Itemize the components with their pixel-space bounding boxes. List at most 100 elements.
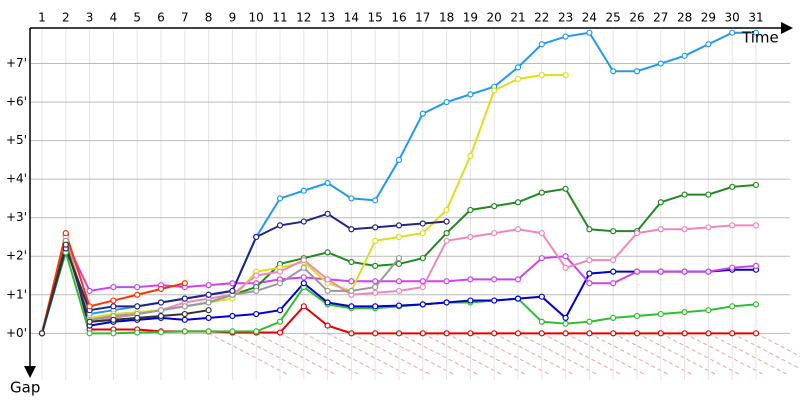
- data-point: [443, 206, 450, 214]
- x-tick-label: 7: [181, 11, 189, 25]
- x-tick-label: 19: [463, 11, 478, 25]
- data-point: [443, 278, 450, 285]
- data-point: [395, 156, 403, 163]
- data-point: [419, 110, 426, 117]
- data-point: [491, 297, 498, 304]
- data-point: [562, 320, 569, 327]
- lap-line: [589, 332, 670, 376]
- lap-line: [565, 332, 646, 376]
- data-point: [372, 289, 379, 296]
- lap-line: [208, 332, 289, 376]
- data-point: [181, 280, 188, 287]
- data-point: [205, 291, 212, 298]
- data-point: [610, 68, 617, 75]
- lap-line: [636, 332, 718, 376]
- data-point: [395, 255, 403, 262]
- data-point: [324, 179, 331, 187]
- data-point: [372, 303, 379, 310]
- x-tick-label: 31: [748, 11, 763, 25]
- data-point: [467, 330, 474, 337]
- data-point: [752, 222, 760, 229]
- y-tick-label: +2': [6, 249, 27, 263]
- lap-line: [374, 332, 456, 376]
- data-point: [86, 287, 93, 295]
- data-point: [324, 299, 331, 306]
- data-point: [705, 330, 712, 337]
- data-point: [157, 285, 165, 293]
- y-tick-label: +7': [6, 56, 27, 70]
- data-point: [752, 181, 760, 189]
- data-point: [586, 226, 593, 233]
- y-tick-label: +6': [6, 95, 27, 109]
- x-tick-label: 2: [62, 11, 70, 25]
- lap-line: [708, 332, 789, 376]
- data-point: [467, 206, 474, 214]
- series-line: [41, 212, 447, 334]
- data-point: [253, 287, 260, 295]
- data-point: [443, 218, 450, 225]
- data-point: [229, 312, 236, 320]
- data-point: [657, 268, 664, 275]
- data-point: [729, 29, 736, 36]
- data-point: [538, 41, 545, 48]
- x-tick-label: 25: [606, 11, 621, 25]
- data-point: [538, 189, 545, 196]
- data-point: [586, 280, 593, 287]
- data-point: [419, 301, 426, 308]
- y-tick-label: +0': [6, 326, 27, 340]
- data-point: [134, 329, 141, 336]
- data-point: [633, 68, 641, 75]
- lap-line: [398, 332, 480, 376]
- data-point: [229, 287, 236, 295]
- data-point: [562, 253, 569, 260]
- data-point: [610, 256, 617, 264]
- lap-line: [422, 332, 504, 376]
- x-tick-label: 1: [38, 11, 46, 25]
- data-point: [729, 264, 736, 271]
- data-point: [300, 218, 307, 225]
- data-point: [657, 60, 664, 67]
- data-point: [86, 330, 93, 337]
- x-tick-label: 17: [415, 11, 430, 25]
- data-point: [372, 283, 379, 291]
- lap-line: [684, 332, 765, 376]
- data-point: [181, 316, 188, 323]
- data-point: [395, 330, 403, 337]
- data-point: [372, 237, 379, 244]
- data-point: [681, 191, 688, 198]
- data-point: [181, 303, 188, 310]
- x-tick-label: 18: [439, 11, 454, 25]
- data-point: [86, 318, 93, 325]
- data-point: [514, 75, 522, 83]
- data-point: [134, 283, 141, 291]
- x-tick-label: 28: [677, 11, 692, 25]
- data-point: [300, 187, 307, 194]
- lap-line: [660, 332, 742, 376]
- data-point: [348, 330, 355, 337]
- lap-line: [541, 332, 623, 376]
- plot: [38, 29, 760, 337]
- x-tick-label: 21: [510, 11, 525, 25]
- data-point: [681, 226, 688, 233]
- data-point: [134, 314, 141, 321]
- x-tick-label: 26: [629, 11, 644, 25]
- data-point: [395, 233, 403, 241]
- x-tick-label: 27: [653, 11, 668, 25]
- data-point: [62, 241, 69, 248]
- data-point: [443, 237, 450, 244]
- data-point: [324, 287, 331, 295]
- series-line: [41, 241, 209, 334]
- data-point: [157, 329, 165, 336]
- lap-line: [493, 332, 575, 376]
- x-tick-label: 24: [582, 11, 597, 25]
- data-point: [681, 330, 688, 337]
- data-point: [300, 264, 307, 271]
- data-point: [38, 330, 46, 337]
- x-tick-label: 8: [205, 11, 213, 25]
- data-point: [514, 199, 522, 206]
- data-point: [752, 301, 760, 308]
- data-point: [110, 297, 117, 304]
- x-tick-label: 20: [487, 11, 502, 25]
- data-point: [610, 330, 617, 337]
- lap-line: [470, 332, 551, 376]
